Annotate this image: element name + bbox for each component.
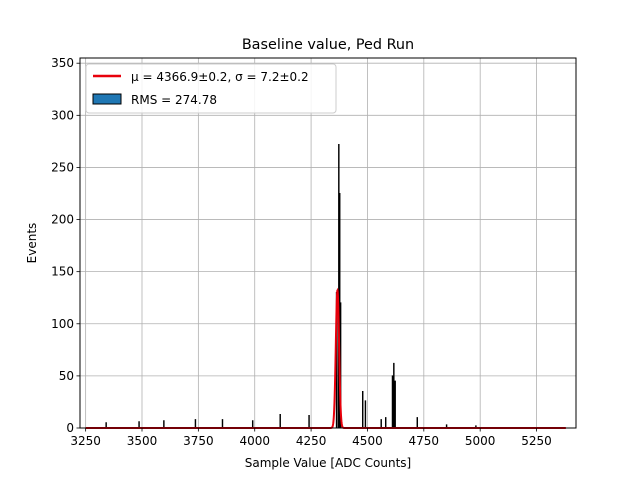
y-tick-label: 0	[66, 421, 74, 435]
histogram-outline	[85, 144, 566, 429]
x-tick-label: 4500	[352, 434, 383, 448]
x-tick-label: 3750	[183, 434, 214, 448]
y-tick-label: 300	[51, 108, 74, 122]
x-tick-label: 3250	[70, 434, 101, 448]
x-tick-label: 5000	[465, 434, 496, 448]
chart-title: Baseline value, Ped Run	[242, 37, 414, 53]
x-tick-label: 4000	[239, 434, 270, 448]
y-tick-label: 200	[51, 213, 74, 227]
legend-fit-label: μ = 4366.9±0.2, σ = 7.2±0.2	[131, 70, 309, 84]
legend: μ = 4366.9±0.2, σ = 7.2±0.2 RMS = 274.78	[85, 63, 337, 114]
histogram	[85, 144, 566, 429]
legend-histogram-label: RMS = 274.78	[131, 93, 217, 107]
plot-frame	[79, 57, 577, 429]
legend-box	[85, 63, 337, 114]
x-tick-label: 3500	[127, 434, 158, 448]
x-tick-label: 4750	[409, 434, 440, 448]
legend-histogram-patch	[92, 93, 122, 105]
y-tick-label: 100	[51, 317, 74, 331]
x-axis-label: Sample Value [ADC Counts]	[245, 456, 411, 470]
y-tick-label: 150	[51, 265, 74, 279]
y-axis-label: Events	[25, 223, 39, 264]
x-axis-ticks: 3250 3500 3750 4000 4250 4500 4750 5000 5250	[70, 428, 552, 448]
y-tick-label: 350	[51, 56, 74, 70]
x-tick-label: 5250	[521, 434, 552, 448]
y-axis-ticks: 0 50 100 150 200 250 300 350	[51, 56, 80, 435]
y-tick-label: 250	[51, 160, 74, 174]
x-tick-label: 4250	[296, 434, 327, 448]
y-tick-label: 50	[59, 369, 74, 383]
